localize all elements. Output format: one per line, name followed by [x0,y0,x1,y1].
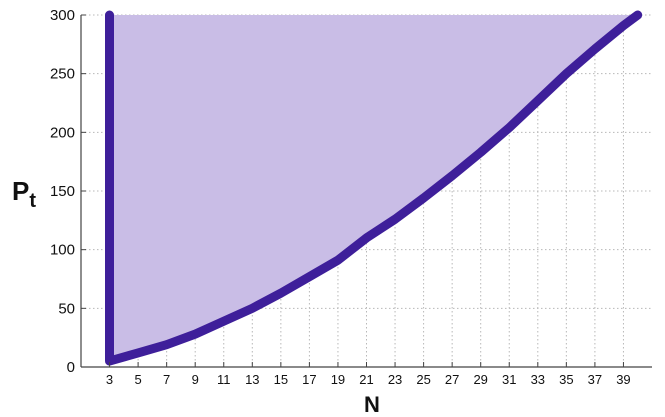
x-axis-label: N [364,392,380,417]
y-axis-label-subscript: t [29,190,36,212]
y-axis-label: Pt [12,176,36,212]
y-tick-labels: 0 50 100 150 200 250 300 [50,7,75,376]
x-tick-label: 13 [245,372,259,387]
x-tick-label: 15 [274,372,288,387]
x-tick-label: 37 [588,372,602,387]
y-axis-label-main: P [12,176,29,206]
x-tick-label: 39 [616,372,630,387]
x-tick-label: 9 [192,372,199,387]
x-tick-label: 7 [163,372,170,387]
y-tick-label: 0 [67,359,75,376]
x-tick-label: 3 [106,372,113,387]
x-tick-label: 21 [359,372,373,387]
boundary-curve [105,10,643,366]
x-tick-label: 5 [134,372,141,387]
y-tick-label: 250 [50,66,75,83]
x-tick-label: 31 [502,372,516,387]
feasible-region [109,15,638,362]
y-tick-label: 200 [50,124,75,141]
y-tick-label: 150 [50,183,75,200]
axes [80,14,652,368]
region-fill [109,15,638,362]
x-tick-label: 11 [217,372,231,387]
x-tick-label: 27 [445,372,459,387]
boundary-line [105,10,643,366]
x-tick-label: 35 [559,372,573,387]
x-tick-labels: 3 5 7 9 11 13 15 17 19 21 23 25 27 29 31 33 35 37 39 [106,372,631,387]
x-tick-label: 17 [302,372,316,387]
x-tick-label: 29 [473,372,487,387]
x-tick-label: 23 [388,372,402,387]
x-tick-label: 25 [416,372,430,387]
y-tick-label: 300 [50,7,75,24]
y-tick-label: 100 [50,242,75,259]
x-tick-label: 19 [331,372,345,387]
x-tick-label: 33 [531,372,545,387]
y-tick-label: 50 [58,300,75,317]
